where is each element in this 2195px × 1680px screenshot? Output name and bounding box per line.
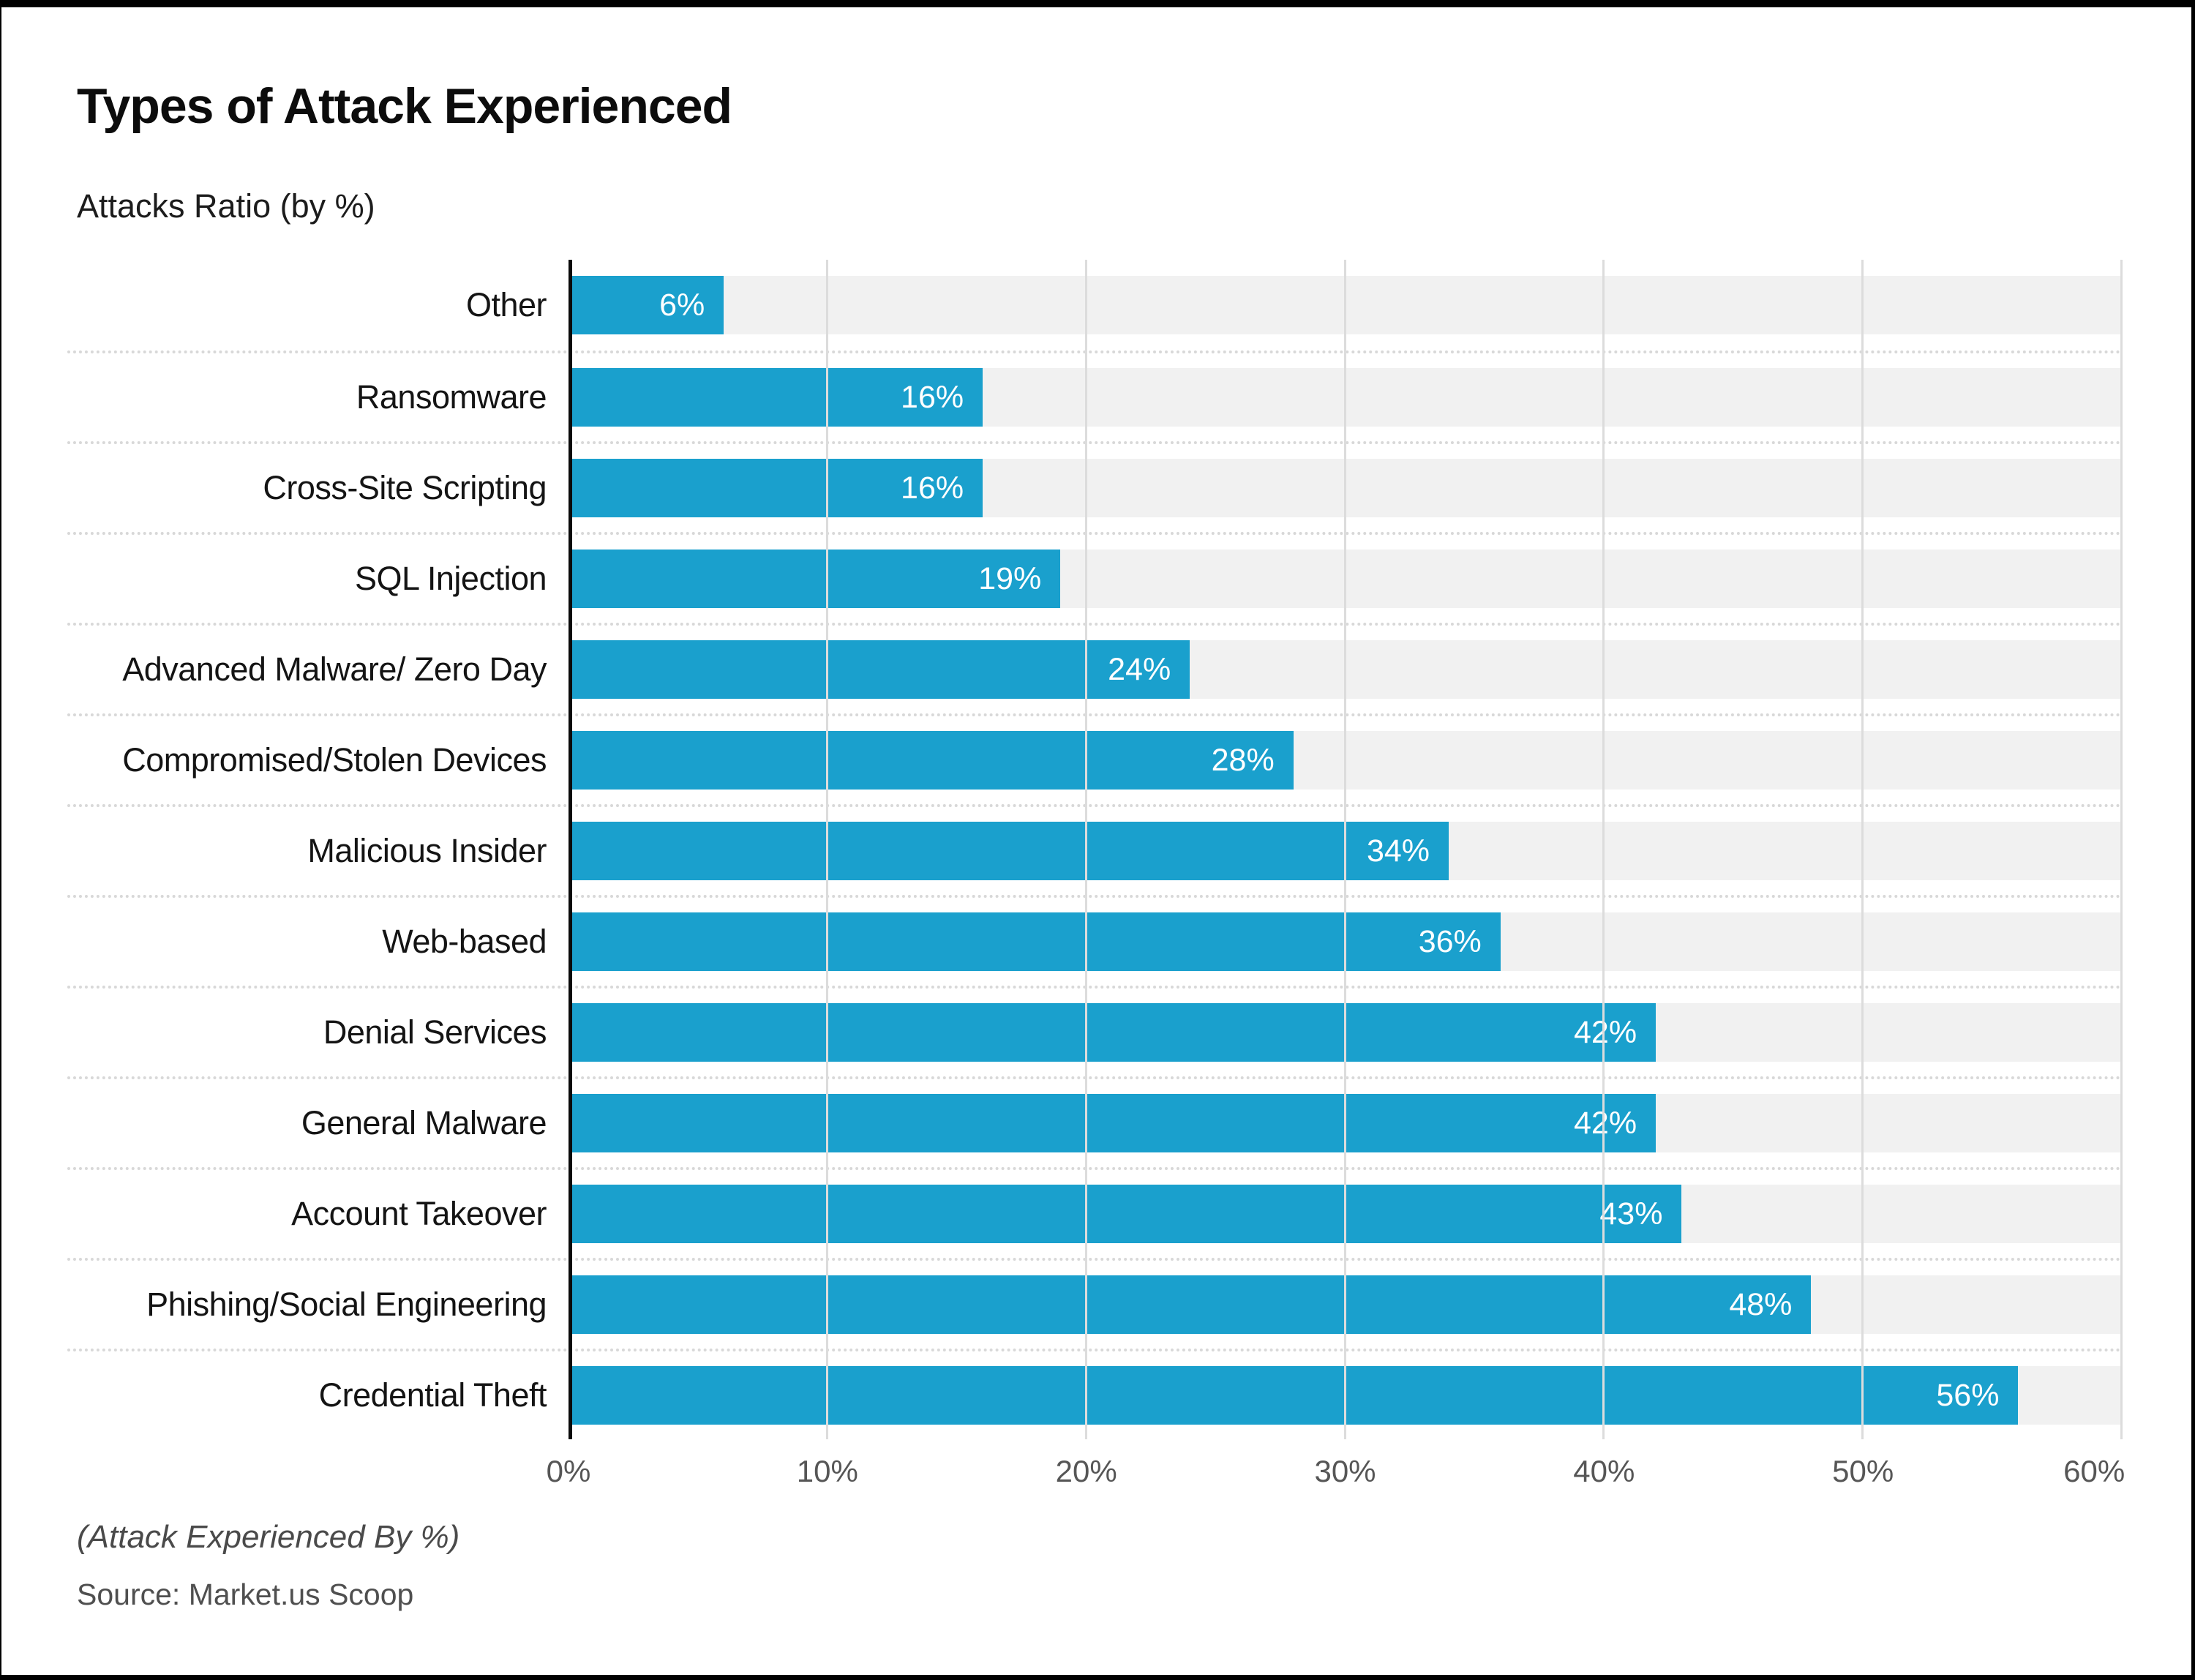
bar-value-label: 43% — [1599, 1196, 1663, 1231]
bar-track: 24% — [569, 640, 2122, 699]
x-tick-label: 30% — [1314, 1454, 1376, 1488]
bar: 42% — [569, 1094, 1656, 1152]
table-row: Ransomware 16% — [67, 350, 2122, 441]
bar: 42% — [569, 1003, 1656, 1062]
category-label: Malicious Insider — [307, 832, 547, 869]
category-label: Web-based — [382, 923, 547, 960]
bar: 43% — [569, 1185, 1682, 1243]
table-row: Compromised/Stolen Devices 28% — [67, 713, 2122, 804]
bar-value-label: 48% — [1729, 1286, 1793, 1322]
table-row: SQL Injection 19% — [67, 532, 2122, 623]
footer-note: (Attack Experienced By %) — [77, 1519, 460, 1555]
category-label: Other — [465, 286, 547, 323]
bar-value-label: 19% — [978, 560, 1042, 596]
bar-value-label: 6% — [659, 287, 705, 323]
bar-value-label: 28% — [1211, 742, 1275, 778]
x-tick-label: 0% — [546, 1454, 591, 1488]
bar-track: 48% — [569, 1275, 2122, 1334]
bar-value-label: 36% — [1418, 923, 1482, 959]
bar: 24% — [569, 640, 1190, 699]
table-row: Web-based 36% — [67, 895, 2122, 986]
bar-value-label: 34% — [1366, 833, 1430, 869]
bar: 16% — [569, 368, 983, 427]
page-title: Types of Attack Experienced — [77, 78, 732, 134]
category-label: General Malware — [301, 1104, 547, 1141]
bar-value-label: 24% — [1108, 651, 1171, 687]
bar-track: 16% — [569, 368, 2122, 427]
category-label: Cross-Site Scripting — [263, 469, 547, 506]
bar: 36% — [569, 912, 1501, 971]
table-row: Credential Theft 56% — [67, 1349, 2122, 1439]
category-label: Credential Theft — [318, 1376, 547, 1414]
bar-chart: Other 6% Ransomware 16% Cross-Site Scrip… — [67, 260, 2123, 1439]
bar-track: 56% — [569, 1366, 2122, 1425]
bar-track: 28% — [569, 731, 2122, 790]
x-tick-label: 40% — [1573, 1454, 1635, 1488]
table-row: Phishing/Social Engineering 48% — [67, 1258, 2122, 1349]
category-label: Advanced Malware/ Zero Day — [122, 650, 547, 688]
x-tick-label: 20% — [1055, 1454, 1117, 1488]
bar: 28% — [569, 731, 1294, 790]
bar-track: 36% — [569, 912, 2122, 971]
table-row: General Malware 42% — [67, 1076, 2122, 1167]
x-tick-label: 50% — [1832, 1454, 1894, 1488]
bar: 19% — [569, 550, 1061, 608]
table-row: Malicious Insider 34% — [67, 804, 2122, 895]
chart-subtitle: Attacks Ratio (by %) — [77, 187, 375, 225]
chart-rows: Other 6% Ransomware 16% Cross-Site Scrip… — [67, 260, 2122, 1439]
category-label: Ransomware — [356, 378, 547, 416]
x-tick-label: 10% — [796, 1454, 858, 1488]
bar-value-label: 16% — [901, 470, 964, 506]
bar-track: 43% — [569, 1185, 2122, 1243]
table-row: Cross-Site Scripting 16% — [67, 441, 2122, 532]
table-row: Denial Services 42% — [67, 986, 2122, 1076]
bar-track: 16% — [569, 459, 2122, 517]
category-label: Account Takeover — [291, 1195, 547, 1232]
bar: 34% — [569, 822, 1449, 880]
table-row: Advanced Malware/ Zero Day 24% — [67, 623, 2122, 713]
bar: 48% — [569, 1275, 1812, 1334]
x-tick-label: 60% — [2063, 1454, 2125, 1488]
bar-track: 34% — [569, 822, 2122, 880]
y-axis-line — [569, 260, 572, 1439]
bar-value-label: 56% — [1936, 1377, 2000, 1413]
footer-source: Source: Market.us Scoop — [77, 1578, 414, 1611]
table-row: Other 6% — [67, 260, 2122, 350]
bar-track: 42% — [569, 1094, 2122, 1152]
category-label: Denial Services — [323, 1013, 547, 1051]
x-axis: 0% 10% 20% 30% 40% 50% 60% — [547, 1454, 2125, 1498]
bar: 16% — [569, 459, 983, 517]
bar-value-label: 42% — [1574, 1105, 1637, 1141]
bar: 56% — [569, 1366, 2019, 1425]
table-row: Account Takeover 43% — [67, 1167, 2122, 1258]
bar-value-label: 16% — [901, 379, 964, 415]
category-label: Compromised/Stolen Devices — [122, 741, 547, 779]
category-label: Phishing/Social Engineering — [146, 1286, 547, 1323]
bar-value-label: 42% — [1574, 1014, 1637, 1050]
bar-track: 6% — [569, 276, 2122, 334]
category-label: SQL Injection — [355, 560, 547, 597]
bar-track: 42% — [569, 1003, 2122, 1062]
bar-track: 19% — [569, 550, 2122, 608]
bar: 6% — [569, 276, 724, 334]
